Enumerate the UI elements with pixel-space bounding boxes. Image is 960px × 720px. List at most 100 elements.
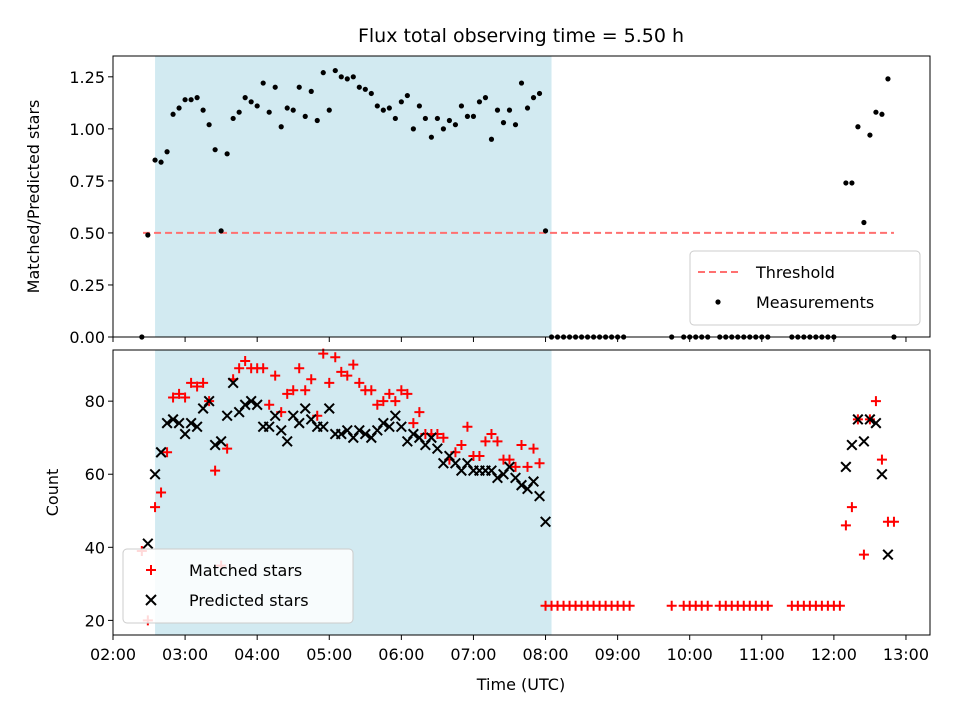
data-point	[404, 92, 410, 99]
data-point	[849, 180, 855, 186]
data-point	[209, 439, 221, 451]
data-point	[173, 417, 185, 429]
data-point	[242, 95, 248, 101]
data-point	[843, 180, 849, 186]
data-point	[264, 399, 275, 410]
legend-handle	[146, 565, 156, 575]
data-point	[302, 113, 308, 119]
plot-frame	[112, 55, 931, 338]
data-point	[425, 432, 437, 444]
y-tick-label: 0.25	[69, 276, 105, 295]
data-point	[366, 385, 377, 396]
data-point	[882, 549, 894, 561]
data-point	[354, 377, 365, 388]
chart-title: Flux total observing time = 5.50 h	[358, 25, 684, 47]
y-tick-label: 40	[85, 538, 105, 557]
data-point	[416, 103, 422, 109]
data-point	[324, 377, 335, 388]
data-point	[542, 228, 549, 234]
data-point	[272, 84, 278, 90]
data-point	[251, 399, 263, 411]
data-point	[350, 74, 356, 80]
legend: Threshold Measurements	[689, 250, 921, 326]
series-matched-stars	[136, 348, 899, 626]
data-point	[162, 447, 173, 458]
data-point	[192, 381, 203, 392]
x-tick-label: 08:00	[522, 645, 568, 664]
data-point	[861, 219, 867, 226]
data-point	[359, 428, 371, 440]
data-point	[528, 476, 540, 488]
data-point	[464, 113, 471, 119]
x-axis-label: Time (UTC)	[476, 675, 565, 694]
data-point	[380, 107, 386, 113]
data-point	[240, 355, 251, 366]
data-point	[515, 479, 528, 491]
data-point	[383, 421, 395, 433]
x-tick-label: 13:00	[883, 645, 929, 664]
data-point	[666, 600, 677, 611]
data-point	[876, 454, 887, 465]
data-point	[294, 363, 305, 374]
x-tick-label: 12:00	[811, 645, 857, 664]
data-point	[855, 124, 861, 130]
data-point	[858, 549, 869, 560]
data-point	[434, 115, 440, 122]
bottom-panel: 20 40 60 80 02:00 03:00 04:00 05:00 06:00 07:00 08…	[43, 348, 931, 664]
data-point	[407, 428, 419, 440]
data-point	[236, 109, 242, 115]
legend-label: Threshold	[755, 263, 835, 282]
y-axis-label: Count	[43, 469, 62, 517]
y-axis-label: Matched/Predicted stars	[24, 100, 43, 294]
data-point	[150, 502, 161, 513]
data-point	[281, 435, 293, 447]
data-point	[179, 428, 191, 440]
data-point	[260, 80, 266, 86]
data-point	[186, 377, 197, 388]
data-point	[156, 487, 167, 498]
data-point	[224, 151, 230, 157]
data-point	[372, 399, 383, 410]
data-point	[245, 395, 257, 407]
data-point	[492, 436, 503, 447]
data-point	[486, 429, 497, 440]
data-point	[540, 516, 552, 528]
data-point	[504, 454, 515, 465]
legend-label: Predicted stars	[189, 591, 309, 610]
data-point	[494, 107, 501, 113]
data-point	[206, 122, 212, 128]
data-point	[308, 88, 314, 94]
data-point	[356, 84, 362, 90]
data-point	[164, 149, 170, 155]
series-predicted-stars	[142, 377, 894, 561]
data-point	[398, 99, 404, 105]
data-point	[524, 105, 531, 111]
data-point	[222, 443, 233, 454]
data-point	[408, 418, 419, 429]
data-point	[221, 410, 233, 422]
legend-box	[689, 250, 921, 326]
data-point	[389, 410, 401, 422]
data-point	[314, 117, 320, 124]
data-point	[317, 421, 329, 433]
data-point	[296, 84, 302, 90]
y-tick-label: 0.00	[69, 328, 105, 347]
data-point	[885, 76, 891, 82]
y-tick-label: 0.50	[69, 224, 105, 243]
data-point	[188, 97, 194, 103]
data-point	[873, 109, 879, 115]
data-point	[440, 126, 447, 132]
data-point	[422, 115, 428, 122]
data-point	[491, 472, 503, 484]
data-point	[438, 432, 449, 443]
data-point	[149, 468, 161, 480]
data-point	[488, 136, 495, 142]
data-point	[161, 417, 173, 429]
data-point	[512, 122, 519, 128]
data-point	[254, 103, 260, 109]
data-point	[353, 424, 365, 436]
data-point	[762, 600, 773, 611]
data-point	[395, 421, 407, 433]
x-tick-label: 06:00	[378, 645, 424, 664]
data-point	[158, 159, 164, 165]
